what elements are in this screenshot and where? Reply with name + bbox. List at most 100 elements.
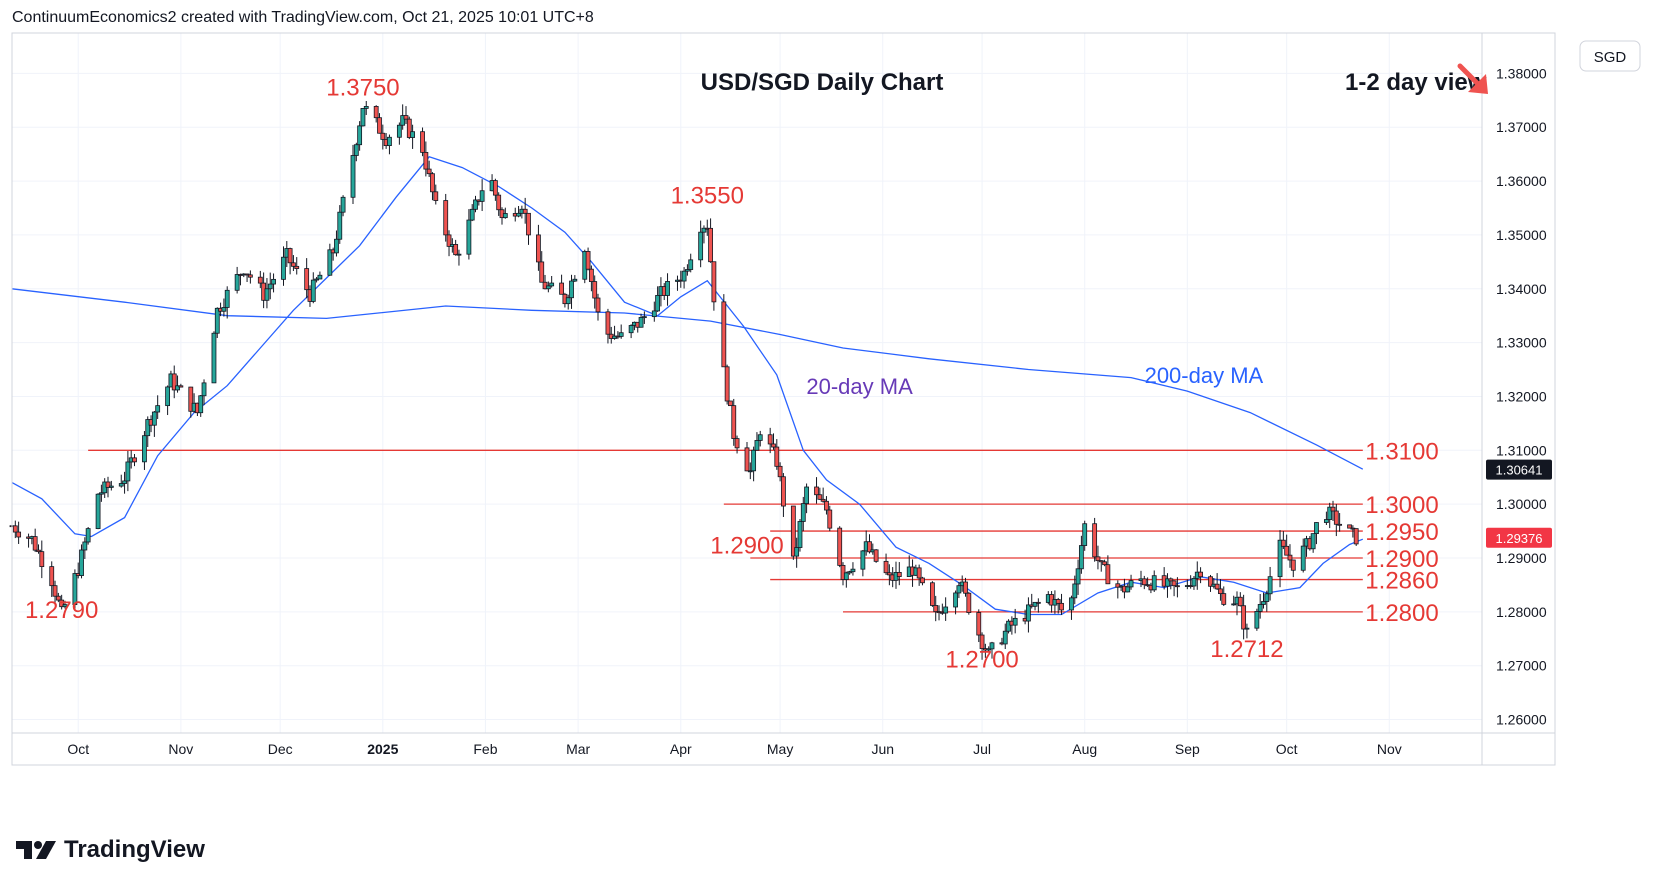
level-label: 1.2860: [1365, 568, 1438, 595]
candle-up: [400, 115, 406, 126]
candle-up: [327, 249, 333, 276]
x-tick-label: Sep: [1175, 741, 1200, 757]
x-tick-label: May: [767, 741, 793, 757]
candle-down: [1333, 510, 1339, 525]
candle-up: [85, 528, 91, 543]
candle-down: [605, 311, 611, 335]
candle-up: [641, 316, 647, 319]
candle-down: [178, 385, 184, 388]
candle-down: [724, 366, 730, 402]
candle-up: [1300, 545, 1306, 571]
candle-up: [363, 106, 369, 109]
candle-up: [108, 485, 114, 488]
candle-down: [771, 443, 776, 448]
level-label: 1.2950: [1365, 519, 1438, 546]
candle-down: [36, 549, 41, 553]
candle-up: [145, 419, 151, 437]
candle-down: [1208, 576, 1213, 587]
candle-down: [1092, 523, 1098, 558]
candle-down: [592, 281, 598, 299]
candle-up: [1327, 506, 1333, 520]
y-tick-label: 1.31000: [1496, 442, 1547, 458]
x-tick-label: Dec: [268, 741, 293, 757]
candle-up: [72, 573, 78, 606]
price-annotation: 1.2700: [945, 646, 1018, 673]
level-label: 1.2800: [1365, 600, 1438, 627]
candle-down: [373, 106, 379, 119]
candle-down: [443, 200, 449, 236]
tradingview-logo[interactable]: TradingView: [16, 836, 205, 864]
y-tick-label: 1.35000: [1496, 227, 1547, 243]
candle-up: [234, 274, 240, 291]
candle-down: [1035, 601, 1041, 604]
candle-up: [125, 461, 131, 482]
candle-down: [966, 592, 972, 613]
candle-down: [867, 541, 872, 553]
chart-frame: [11, 32, 1556, 766]
candle-down: [247, 274, 253, 278]
x-tick-label: Nov: [168, 741, 193, 757]
y-tick-label: 1.33000: [1496, 335, 1547, 351]
candle-down: [32, 536, 38, 551]
candle-down: [55, 595, 61, 601]
candle-down: [979, 634, 985, 649]
candle-up: [151, 411, 157, 426]
x-tick-label: Nov: [1377, 741, 1402, 757]
candle-up: [469, 208, 475, 221]
candle-up: [1310, 533, 1316, 550]
candle-up: [618, 332, 624, 337]
candle-down: [781, 476, 786, 507]
annotations: 1.3750 1.3550 1.2790 1.2900 1.2700 1.2712 20-d…: [25, 75, 1284, 674]
candle-down: [814, 486, 819, 496]
candle-down: [767, 434, 773, 445]
y-tick-label: 1.37000: [1496, 119, 1547, 135]
candle-up: [211, 332, 217, 384]
candle-up: [1125, 586, 1131, 593]
candle-up: [118, 483, 124, 487]
candle-down: [1059, 602, 1064, 611]
candle-down: [731, 405, 737, 439]
candle-down: [1175, 585, 1180, 588]
candle-up: [502, 213, 508, 219]
y-tick-label: 1.26000: [1496, 712, 1547, 728]
candle-up: [549, 282, 555, 287]
candle-down: [1141, 578, 1147, 586]
candle-up: [794, 547, 800, 557]
candle-down: [559, 282, 564, 295]
candle-up: [843, 572, 849, 580]
x-tick-label: Aug: [1072, 741, 1097, 757]
level-label: 1.3000: [1365, 492, 1438, 519]
ma200-line: [11, 288, 1364, 470]
candle-up: [1128, 580, 1134, 588]
candle-up: [267, 283, 273, 290]
candle-down: [406, 118, 412, 138]
candle-down: [377, 117, 382, 134]
candle-up: [1012, 617, 1018, 626]
candle-up: [701, 227, 707, 233]
candle-down: [536, 234, 541, 263]
candle-down: [886, 572, 892, 576]
x-tick-label: Apr: [670, 741, 692, 757]
candle-down: [496, 194, 502, 211]
candle-up: [314, 278, 319, 281]
candle-down: [39, 551, 45, 568]
candle-up: [175, 385, 180, 391]
candle-up: [860, 550, 866, 570]
candle-down: [16, 531, 22, 538]
y-tick-label: 1.38000: [1496, 65, 1547, 81]
candle-down: [1287, 554, 1293, 561]
candle-down: [291, 262, 296, 267]
candle-up: [82, 541, 88, 551]
candle-down: [976, 612, 982, 636]
candle-up: [387, 136, 392, 147]
candle-down: [1290, 559, 1296, 571]
x-tick-label: Oct: [1276, 741, 1298, 757]
candle-down: [59, 599, 65, 608]
candle-down: [896, 571, 902, 577]
currency-badge[interactable]: SGD: [1579, 40, 1641, 72]
candle-up: [317, 274, 323, 280]
candle-down: [539, 261, 545, 283]
candle-up: [754, 440, 760, 451]
